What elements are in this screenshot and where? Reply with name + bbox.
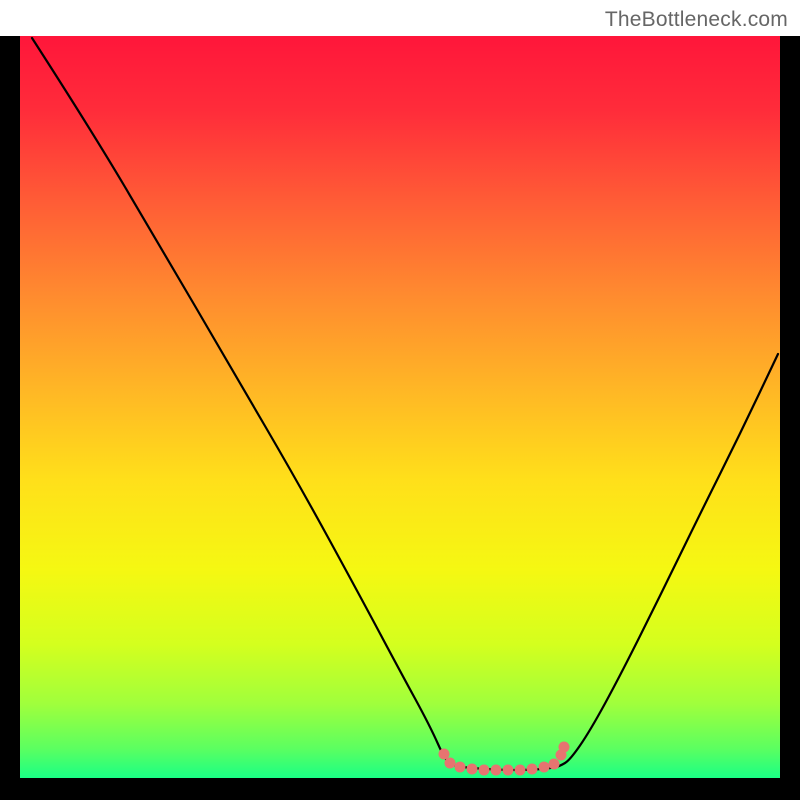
emphasis-dot: [467, 764, 478, 775]
border-right: [780, 36, 800, 800]
border-bottom: [0, 778, 800, 800]
plot-background: [20, 36, 780, 778]
emphasis-dot: [445, 758, 456, 769]
emphasis-dot: [549, 759, 560, 770]
emphasis-dot: [491, 765, 502, 776]
bottleneck-chart: [0, 36, 800, 800]
chart-area: [0, 36, 800, 800]
emphasis-dot: [479, 765, 490, 776]
border-left: [0, 36, 20, 800]
emphasis-dot: [527, 764, 538, 775]
chart-container: TheBottleneck.com: [0, 0, 800, 800]
emphasis-dot: [503, 765, 514, 776]
emphasis-dot: [559, 742, 570, 753]
emphasis-dot: [455, 762, 466, 773]
watermark-text: TheBottleneck.com: [605, 8, 788, 32]
emphasis-dot: [515, 765, 526, 776]
emphasis-dot: [439, 749, 450, 760]
emphasis-dot: [539, 762, 550, 773]
